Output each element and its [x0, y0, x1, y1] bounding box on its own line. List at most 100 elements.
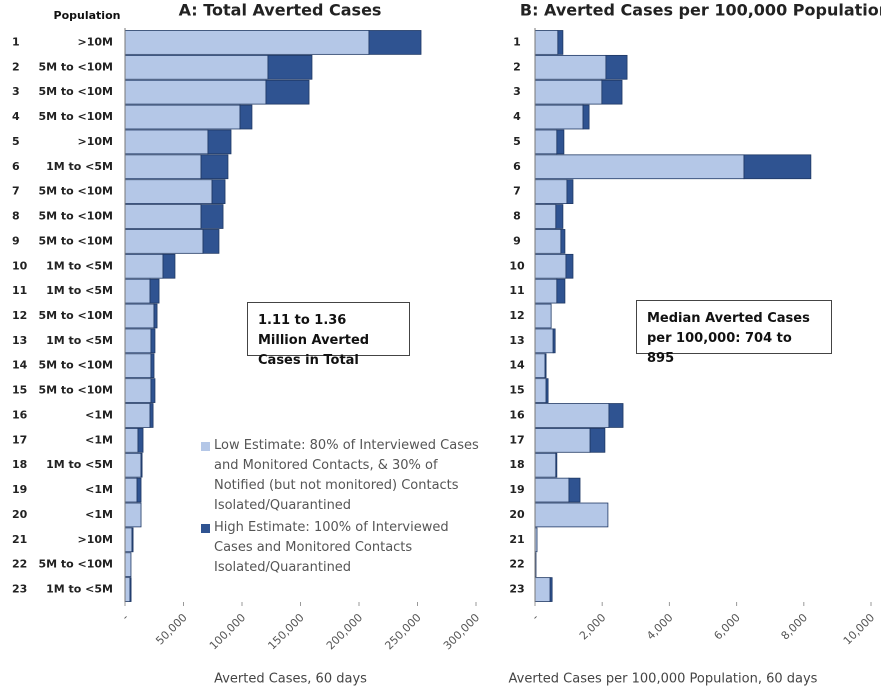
- bar-segment: [124, 79, 267, 105]
- bar-segment: [605, 54, 628, 80]
- population-label: 5M to <10M: [38, 210, 113, 223]
- rank-label: 15: [509, 384, 524, 397]
- x-tick-label: 4,000: [644, 611, 675, 642]
- bar-segment: [555, 452, 558, 478]
- population-label: 5M to <10M: [38, 359, 113, 372]
- bar-segment: [150, 378, 156, 403]
- bar-segment: [534, 129, 558, 155]
- bar-segment: [129, 577, 132, 602]
- rank-label: 22: [12, 558, 27, 571]
- rank-label: 7: [513, 185, 521, 198]
- x-tick-label: 200,000: [324, 611, 365, 652]
- bar-segment: [124, 30, 370, 55]
- bar-segment: [200, 204, 224, 229]
- rank-label: 8: [513, 210, 521, 223]
- annotation: Median Averted Cases per 100,000: 704 to…: [636, 300, 832, 366]
- rank-label: 10: [12, 259, 28, 272]
- population-label: 5M to <10M: [38, 558, 113, 571]
- bar-segment: [150, 328, 156, 354]
- x-tick-label: -: [529, 611, 541, 623]
- bar-segment: [556, 278, 566, 304]
- bar-segment: [534, 30, 559, 55]
- bar-segment: [534, 154, 745, 180]
- population-label: 5M to <10M: [38, 384, 113, 397]
- x-tick-label: -: [119, 611, 131, 623]
- x-axis-label: Averted Cases, 60 days: [214, 672, 367, 687]
- bar-segment: [368, 30, 422, 55]
- population-label: >10M: [78, 35, 113, 48]
- rank-label: 6: [12, 160, 20, 173]
- population-label: <1M: [85, 408, 113, 421]
- bar-segment: [549, 577, 553, 602]
- bar-segment: [534, 54, 607, 80]
- bar-segment: [565, 253, 574, 279]
- x-tick-label: 2,000: [577, 611, 608, 642]
- bar-segment: [124, 179, 213, 204]
- rank-label: 13: [12, 334, 27, 347]
- bar-segment: [162, 253, 176, 279]
- population-label: <1M: [85, 508, 113, 521]
- rank-label: 6: [513, 160, 521, 173]
- bar-segment: [265, 79, 310, 105]
- rank-label: 18: [509, 458, 524, 471]
- rank-label: 23: [509, 583, 524, 596]
- population-label: 5M to <10M: [38, 60, 113, 73]
- legend-swatch: [201, 442, 210, 451]
- x-tick-label: 8,000: [779, 611, 810, 642]
- bar-segment: [124, 204, 202, 229]
- rank-label: 22: [509, 558, 524, 571]
- rank-label: 17: [509, 433, 524, 446]
- rank-label: 9: [12, 234, 20, 247]
- rank-label: 8: [12, 210, 20, 223]
- population-label: 5M to <10M: [38, 85, 113, 98]
- bar-segment: [568, 477, 581, 503]
- rank-label: 11: [12, 284, 27, 297]
- bar-segment: [124, 54, 269, 80]
- bar-segment: [534, 204, 557, 229]
- x-tick-label: 50,000: [153, 611, 189, 647]
- bar-segment: [239, 104, 253, 130]
- bar-segment: [124, 527, 133, 553]
- rank-label: 1: [513, 35, 521, 48]
- bar-segment: [149, 278, 160, 304]
- bar-segment: [124, 154, 202, 180]
- bar-segment: [140, 452, 143, 478]
- bar-segment: [608, 403, 624, 428]
- rank-label: 21: [12, 533, 27, 546]
- bar-segment: [544, 353, 547, 379]
- bar-segment: [124, 353, 152, 379]
- rank-label: 3: [12, 85, 20, 98]
- population-label: 5M to <10M: [38, 110, 113, 123]
- bar-segment: [207, 129, 232, 155]
- bar-segment: [267, 54, 313, 80]
- bar-segment: [566, 179, 574, 204]
- bar-segment: [124, 452, 142, 478]
- bar-segment: [743, 154, 812, 180]
- x-tick-label: 300,000: [441, 611, 482, 652]
- bar-segment: [124, 403, 151, 428]
- population-label: 1M to <5M: [46, 259, 113, 272]
- population-label: 5M to <10M: [38, 234, 113, 247]
- bar-segment: [124, 229, 204, 254]
- bar-segment: [534, 179, 568, 204]
- bar-segment: [211, 179, 226, 204]
- population-label: 5M to <10M: [38, 309, 113, 322]
- bar-segment: [202, 229, 220, 254]
- rank-label: 23: [12, 583, 27, 596]
- rank-label: 4: [513, 110, 521, 123]
- bar-segment: [534, 502, 609, 528]
- bar-segment: [534, 303, 552, 329]
- rank-label: 1: [12, 35, 20, 48]
- bar-segment: [124, 477, 138, 503]
- bar-segment: [534, 428, 591, 453]
- x-axis-label: Averted Cases per 100,000 Population, 60…: [509, 672, 818, 687]
- rank-label: 12: [12, 309, 27, 322]
- bar-segment: [150, 353, 155, 379]
- bar-segment: [534, 452, 557, 478]
- rank-label: 3: [513, 85, 521, 98]
- rank-label: 7: [12, 185, 20, 198]
- rank-label: 13: [509, 334, 524, 347]
- bar-segment: [534, 353, 546, 379]
- x-tick-label: 100,000: [207, 611, 248, 652]
- bar-segment: [534, 477, 570, 503]
